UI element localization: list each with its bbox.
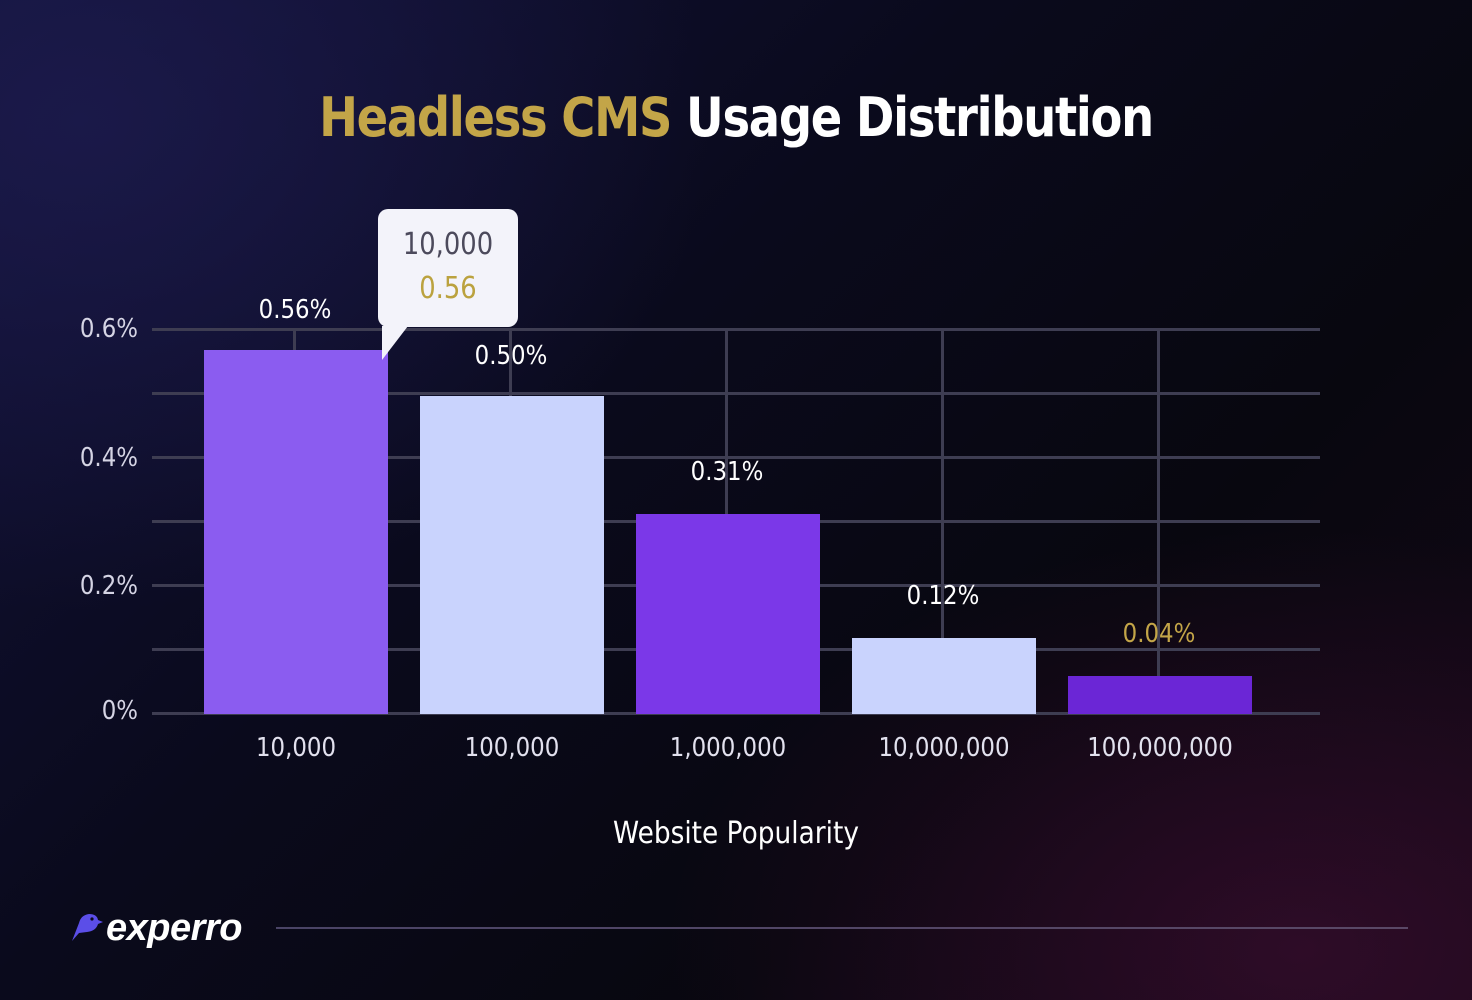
tooltip-category: 10,000: [402, 227, 494, 262]
x-tick-10000: 10,000: [255, 733, 337, 763]
gridline-0.6: [152, 328, 1320, 331]
bar-100000[interactable]: [420, 396, 604, 714]
gridline-v-5: [1157, 330, 1160, 676]
footer-divider: [276, 927, 1408, 929]
x-tick-10000000: 10,000,000: [878, 733, 1010, 763]
x-tick-1000000: 1,000,000: [669, 733, 787, 763]
y-tick-0.4: 0.4%: [79, 443, 138, 473]
brand-logo: experro: [70, 904, 242, 952]
gridline-v-3: [725, 330, 728, 514]
tooltip-value: 0.56: [419, 271, 477, 306]
chart-title-accent: Headless CMS: [319, 86, 672, 149]
bar-label-10000: 0.56%: [258, 295, 332, 325]
gridline-v-2: [509, 330, 512, 396]
y-tick-0.6: 0.6%: [79, 314, 138, 344]
bar-10000[interactable]: [204, 350, 388, 714]
logo-text: experro: [106, 906, 242, 949]
bird-icon: [70, 909, 104, 947]
y-tick-0.2: 0.2%: [79, 571, 138, 601]
gridline-v-1: [293, 330, 296, 350]
bar-label-1000000: 0.31%: [690, 457, 764, 487]
x-axis-title: Website Popularity: [613, 816, 859, 851]
hover-tooltip: 10,000 0.56: [378, 209, 518, 327]
bar-label-100000000: 0.04%: [1122, 619, 1196, 649]
chart-title-rest: Usage Distribution: [671, 86, 1154, 149]
bar-label-100000: 0.50%: [474, 341, 548, 371]
x-tick-100000000: 100,000,000: [1087, 733, 1233, 763]
bar-label-10000000: 0.12%: [906, 581, 980, 611]
y-tick-0: 0%: [101, 696, 138, 726]
bar-10000000[interactable]: [852, 638, 1036, 714]
bar-100000000[interactable]: [1068, 676, 1252, 714]
bar-1000000[interactable]: [636, 514, 820, 714]
gridline-v-4: [941, 330, 944, 638]
x-tick-100000: 100,000: [464, 733, 560, 763]
gridline-0.4: [152, 456, 1320, 459]
gridline-0.5: [152, 392, 1320, 395]
tooltip-pointer: [382, 326, 408, 360]
chart-title: Headless CMS Usage Distribution: [103, 86, 1369, 149]
